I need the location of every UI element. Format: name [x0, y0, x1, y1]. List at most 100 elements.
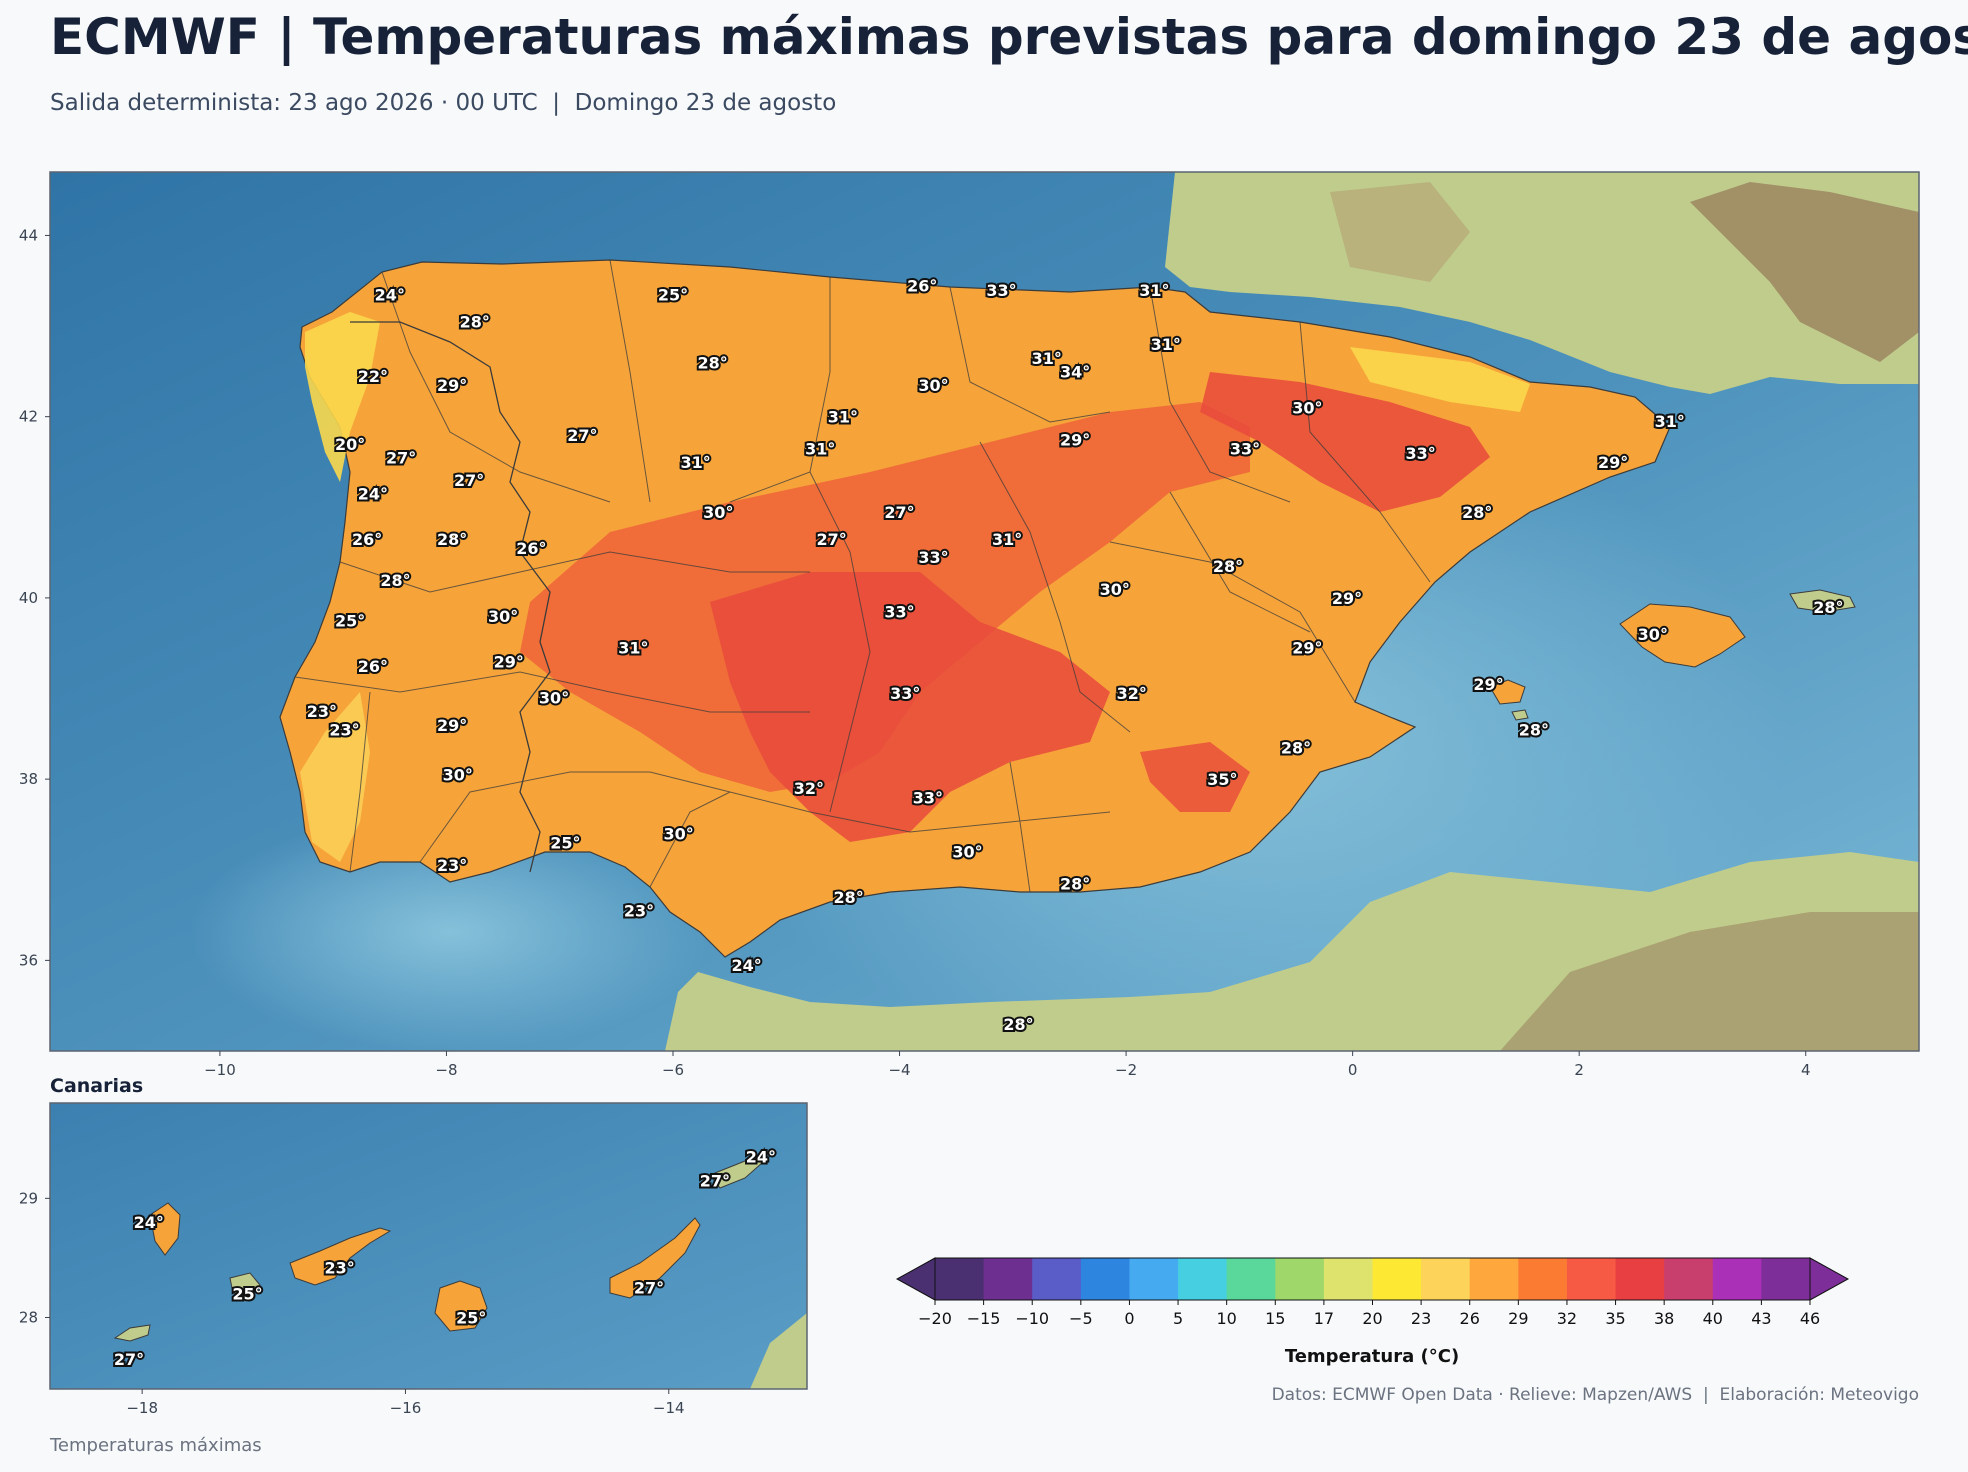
main_map-y-tick-label: 44: [19, 226, 38, 244]
main_map-y-tick-label: 40: [19, 589, 38, 607]
temperature-label: 24°: [375, 285, 405, 304]
colorbar-tick-label: 38: [1654, 1309, 1674, 1328]
temperature-label: 24°: [134, 1213, 164, 1232]
colorbar-tick-label: 5: [1173, 1309, 1183, 1328]
main_map-y-tick-label: 42: [19, 408, 38, 426]
temperature-label: 25°: [550, 834, 580, 853]
temperature-label: 28°: [380, 571, 410, 590]
colorbar-tick-label: 20: [1362, 1309, 1382, 1328]
colorbar-swatch: [1712, 1258, 1762, 1300]
temperature-label: 25°: [232, 1285, 262, 1304]
atlas-relief: [1500, 912, 1919, 1051]
map-title: ECMWF | Temperaturas máximas previstas p…: [50, 8, 1968, 66]
main_map-x-tick-label: 4: [1801, 1061, 1811, 1079]
cool-coast-zone: [300, 692, 370, 862]
temperature-label: 24°: [746, 1148, 776, 1167]
temperature-label: 30°: [918, 376, 948, 395]
main-map-y-ticks: 36 38 40 42 44: [19, 226, 50, 969]
main_map-y-tick-label: 36: [19, 951, 38, 969]
main_map-x-tick-label: −10: [204, 1061, 236, 1079]
colorbar-tick-label: −15: [967, 1309, 1001, 1328]
colorbar-tick-label: −20: [918, 1309, 952, 1328]
temperature-label: 30°: [443, 766, 473, 785]
menorca: [1789, 589, 1856, 613]
colorbar-swatch: [1226, 1258, 1276, 1300]
colorbar-tick-label: 29: [1508, 1309, 1528, 1328]
colorbar-tick-label: 43: [1751, 1309, 1771, 1328]
africa-coast: [750, 1313, 807, 1389]
temperature-label: 32°: [1117, 684, 1147, 703]
temperature-label: 23°: [437, 856, 467, 875]
temperature-label: 33°: [918, 548, 948, 567]
temperature-label: 30°: [1100, 580, 1130, 599]
canary-x-tick-label: −18: [126, 1399, 158, 1417]
colorbar-swatches: [895, 1257, 1850, 1301]
main-map-frame: [49, 171, 1920, 1052]
colorbar-tick-label: −5: [1069, 1309, 1093, 1328]
colorbar-swatch: [1761, 1258, 1811, 1300]
footer-caption: Temperaturas máximas: [50, 1435, 262, 1456]
temperature-label: 27°: [454, 471, 484, 490]
temperature-label: 23°: [325, 1258, 355, 1277]
temperature-label: 27°: [567, 426, 597, 445]
colorbar-swatch: [1129, 1258, 1179, 1300]
colorbar-ticks: −20 −15 −10 −5 0 5 10 15 17 20 23 26 29 32 35 38 40 43 46: [918, 1300, 1820, 1328]
temperature-label: 28°: [1462, 503, 1492, 522]
colorbar-tick-label: 32: [1557, 1309, 1577, 1328]
temperature-label: 29°: [1292, 639, 1322, 658]
colorbar-swatch: [935, 1258, 985, 1300]
colorbar-label: Temperatura (°C): [1285, 1346, 1459, 1367]
colorbar-tick-label: 23: [1411, 1309, 1431, 1328]
main-map-labels: 24°28°25° 26° 33° 31°22° 29°28°30°31°34°31°3…: [305, 274, 1846, 1036]
colorbar-swatch: [1032, 1258, 1082, 1300]
temperature-label: 30°: [539, 689, 569, 708]
temperature-label: 30°: [488, 607, 518, 626]
temperature-label: 28°: [460, 313, 490, 332]
massif-central-relief: [1330, 182, 1470, 282]
temperature-label: 29°: [1060, 430, 1090, 449]
temperature-label: 31°: [1032, 349, 1062, 368]
temperature-label: 31°: [992, 530, 1022, 549]
temperature-label: 29°: [437, 376, 467, 395]
temperature-label: 28°: [698, 353, 728, 372]
colorbar-tick-label: 0: [1124, 1309, 1134, 1328]
cool-coast-zone: [305, 312, 380, 482]
temperature-label: 27°: [634, 1279, 664, 1298]
main_map-x-tick-label: 2: [1574, 1061, 1584, 1079]
temperature-label: 29°: [1473, 675, 1503, 694]
colorbar-under-arrow: [895, 1257, 936, 1301]
colorbar-swatch: [1178, 1258, 1228, 1300]
temperature-label: 28°: [833, 888, 863, 907]
temperature-label: 23°: [307, 702, 337, 721]
temperature-label: 29°: [494, 652, 524, 671]
temperature-label: 26°: [516, 539, 546, 558]
region-borders: [294, 259, 1431, 893]
temperature-label: 24°: [358, 485, 388, 504]
colorbar-tick-label: 10: [1216, 1309, 1236, 1328]
temperature-label: 30°: [664, 825, 694, 844]
gran-canaria: [434, 1280, 488, 1332]
colorbar-swatch: [1518, 1258, 1568, 1300]
colorbar-tick-label: 15: [1265, 1309, 1285, 1328]
temperature-label: 33°: [986, 281, 1016, 300]
temperature-label: 28°: [1519, 720, 1549, 739]
main-map-x-ticks: −10 −8 −6 −4 −2 0 2 4: [204, 1051, 1811, 1079]
temperature-label: 25°: [456, 1309, 486, 1328]
temperature-label: 29°: [1598, 453, 1628, 472]
temperature-label: 25°: [335, 612, 365, 631]
ibiza: [1489, 679, 1526, 705]
canary-inset-title: Canarias: [50, 1075, 144, 1097]
temperature-label: 29°: [437, 716, 467, 735]
temperature-label: 30°: [703, 503, 733, 522]
canary-inset-map: 24° 27° 24° 23° 25° 27° 25° 27° −18 −16 −14 28 29: [19, 1102, 808, 1417]
colorbar-swatch: [1566, 1258, 1617, 1300]
colorbar-swatch: [1469, 1258, 1519, 1300]
temperature-label: 31°: [828, 408, 858, 427]
temperature-label: 27°: [386, 448, 416, 467]
temperature-label: 26°: [352, 530, 382, 549]
temperature-label: 31°: [1655, 412, 1685, 431]
canary-labels: 24° 27° 24° 23° 25° 27° 25° 27°: [112, 1146, 778, 1372]
temperature-label: 27°: [700, 1171, 730, 1190]
colorbar-tick-label: 35: [1605, 1309, 1625, 1328]
canary-frame: [49, 1102, 808, 1390]
